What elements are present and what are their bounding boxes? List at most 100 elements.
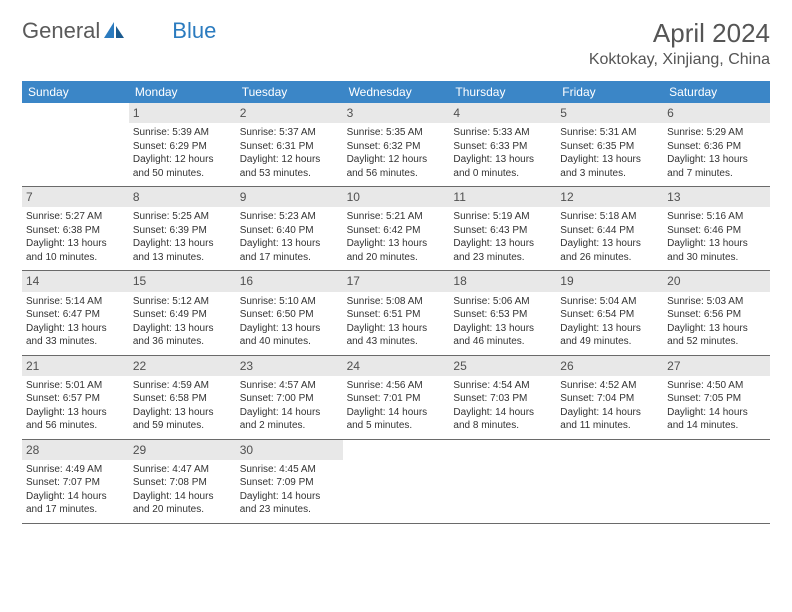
day-number: 22 — [129, 356, 236, 376]
day1-text: Daylight: 13 hours — [560, 153, 659, 167]
day-number: 7 — [22, 187, 129, 207]
day2-text: and 20 minutes. — [347, 251, 446, 265]
day-number: 8 — [129, 187, 236, 207]
sunrise-text: Sunrise: 5:27 AM — [26, 210, 125, 224]
sunset-text: Sunset: 6:58 PM — [133, 392, 232, 406]
calendar-day-cell: 5Sunrise: 5:31 AMSunset: 6:35 PMDaylight… — [556, 103, 663, 186]
day1-text: Daylight: 13 hours — [26, 237, 125, 251]
logo-sail-icon — [104, 22, 126, 40]
calendar-day-cell: 30Sunrise: 4:45 AMSunset: 7:09 PMDayligh… — [236, 440, 343, 523]
day-number: 12 — [556, 187, 663, 207]
sunrise-text: Sunrise: 5:23 AM — [240, 210, 339, 224]
calendar-day-cell: 16Sunrise: 5:10 AMSunset: 6:50 PMDayligh… — [236, 271, 343, 354]
calendar-day-cell: 10Sunrise: 5:21 AMSunset: 6:42 PMDayligh… — [343, 187, 450, 270]
day1-text: Daylight: 13 hours — [26, 406, 125, 420]
day2-text: and 3 minutes. — [560, 167, 659, 181]
day2-text: and 49 minutes. — [560, 335, 659, 349]
day-number: 5 — [556, 103, 663, 123]
sunset-text: Sunset: 6:47 PM — [26, 308, 125, 322]
day2-text: and 20 minutes. — [133, 503, 232, 517]
weekday-label: Sunday — [22, 81, 129, 103]
day-number: 28 — [22, 440, 129, 460]
sunrise-text: Sunrise: 5:25 AM — [133, 210, 232, 224]
sunrise-text: Sunrise: 5:37 AM — [240, 126, 339, 140]
calendar-day-cell: 8Sunrise: 5:25 AMSunset: 6:39 PMDaylight… — [129, 187, 236, 270]
sunrise-text: Sunrise: 4:59 AM — [133, 379, 232, 393]
sunset-text: Sunset: 6:40 PM — [240, 224, 339, 238]
sunset-text: Sunset: 6:57 PM — [26, 392, 125, 406]
calendar-week-row: 14Sunrise: 5:14 AMSunset: 6:47 PMDayligh… — [22, 271, 770, 355]
day2-text: and 40 minutes. — [240, 335, 339, 349]
sunset-text: Sunset: 6:56 PM — [667, 308, 766, 322]
brand-name-part2: Blue — [172, 18, 216, 44]
sunrise-text: Sunrise: 5:29 AM — [667, 126, 766, 140]
day-number: 15 — [129, 271, 236, 291]
sunrise-text: Sunrise: 5:31 AM — [560, 126, 659, 140]
day2-text: and 56 minutes. — [26, 419, 125, 433]
day1-text: Daylight: 13 hours — [347, 322, 446, 336]
day-number: 26 — [556, 356, 663, 376]
day2-text: and 50 minutes. — [133, 167, 232, 181]
sunrise-text: Sunrise: 5:06 AM — [453, 295, 552, 309]
day1-text: Daylight: 14 hours — [240, 406, 339, 420]
calendar-day-cell: 19Sunrise: 5:04 AMSunset: 6:54 PMDayligh… — [556, 271, 663, 354]
day2-text: and 43 minutes. — [347, 335, 446, 349]
day1-text: Daylight: 13 hours — [240, 237, 339, 251]
day2-text: and 30 minutes. — [667, 251, 766, 265]
day1-text: Daylight: 13 hours — [453, 153, 552, 167]
sunrise-text: Sunrise: 5:39 AM — [133, 126, 232, 140]
day2-text: and 56 minutes. — [347, 167, 446, 181]
day2-text: and 59 minutes. — [133, 419, 232, 433]
sunrise-text: Sunrise: 5:33 AM — [453, 126, 552, 140]
calendar-day-cell: 15Sunrise: 5:12 AMSunset: 6:49 PMDayligh… — [129, 271, 236, 354]
day-number: 11 — [449, 187, 556, 207]
calendar-week-row: 7Sunrise: 5:27 AMSunset: 6:38 PMDaylight… — [22, 187, 770, 271]
sunset-text: Sunset: 7:05 PM — [667, 392, 766, 406]
month-title: April 2024 — [589, 18, 770, 49]
day-number: 27 — [663, 356, 770, 376]
day1-text: Daylight: 13 hours — [133, 406, 232, 420]
sunset-text: Sunset: 6:53 PM — [453, 308, 552, 322]
day-number: 29 — [129, 440, 236, 460]
day1-text: Daylight: 13 hours — [240, 322, 339, 336]
sunrise-text: Sunrise: 4:52 AM — [560, 379, 659, 393]
day-number: 4 — [449, 103, 556, 123]
day1-text: Daylight: 13 hours — [133, 322, 232, 336]
calendar-day-cell: 17Sunrise: 5:08 AMSunset: 6:51 PMDayligh… — [343, 271, 450, 354]
day-number: 3 — [343, 103, 450, 123]
day2-text: and 5 minutes. — [347, 419, 446, 433]
sunrise-text: Sunrise: 5:08 AM — [347, 295, 446, 309]
sunrise-text: Sunrise: 5:14 AM — [26, 295, 125, 309]
calendar-day-cell: 7Sunrise: 5:27 AMSunset: 6:38 PMDaylight… — [22, 187, 129, 270]
day-number: 1 — [129, 103, 236, 123]
day-number: 18 — [449, 271, 556, 291]
day1-text: Daylight: 14 hours — [240, 490, 339, 504]
calendar-day-cell: 4Sunrise: 5:33 AMSunset: 6:33 PMDaylight… — [449, 103, 556, 186]
calendar-week-row: 1Sunrise: 5:39 AMSunset: 6:29 PMDaylight… — [22, 103, 770, 187]
sunset-text: Sunset: 7:08 PM — [133, 476, 232, 490]
calendar-day-cell — [22, 103, 129, 186]
day2-text: and 0 minutes. — [453, 167, 552, 181]
sunset-text: Sunset: 7:04 PM — [560, 392, 659, 406]
sunset-text: Sunset: 6:50 PM — [240, 308, 339, 322]
day-number: 6 — [663, 103, 770, 123]
day2-text: and 8 minutes. — [453, 419, 552, 433]
day-number: 21 — [22, 356, 129, 376]
day1-text: Daylight: 13 hours — [133, 237, 232, 251]
day-number: 25 — [449, 356, 556, 376]
day1-text: Daylight: 13 hours — [560, 237, 659, 251]
calendar-day-cell — [556, 440, 663, 523]
day1-text: Daylight: 12 hours — [347, 153, 446, 167]
sunrise-text: Sunrise: 5:12 AM — [133, 295, 232, 309]
day2-text: and 13 minutes. — [133, 251, 232, 265]
calendar-day-cell: 26Sunrise: 4:52 AMSunset: 7:04 PMDayligh… — [556, 356, 663, 439]
calendar-day-cell: 12Sunrise: 5:18 AMSunset: 6:44 PMDayligh… — [556, 187, 663, 270]
day1-text: Daylight: 13 hours — [347, 237, 446, 251]
day-number: 2 — [236, 103, 343, 123]
calendar-day-cell: 6Sunrise: 5:29 AMSunset: 6:36 PMDaylight… — [663, 103, 770, 186]
day2-text: and 33 minutes. — [26, 335, 125, 349]
sunrise-text: Sunrise: 4:56 AM — [347, 379, 446, 393]
day-number: 16 — [236, 271, 343, 291]
calendar-day-cell: 24Sunrise: 4:56 AMSunset: 7:01 PMDayligh… — [343, 356, 450, 439]
day1-text: Daylight: 13 hours — [667, 322, 766, 336]
